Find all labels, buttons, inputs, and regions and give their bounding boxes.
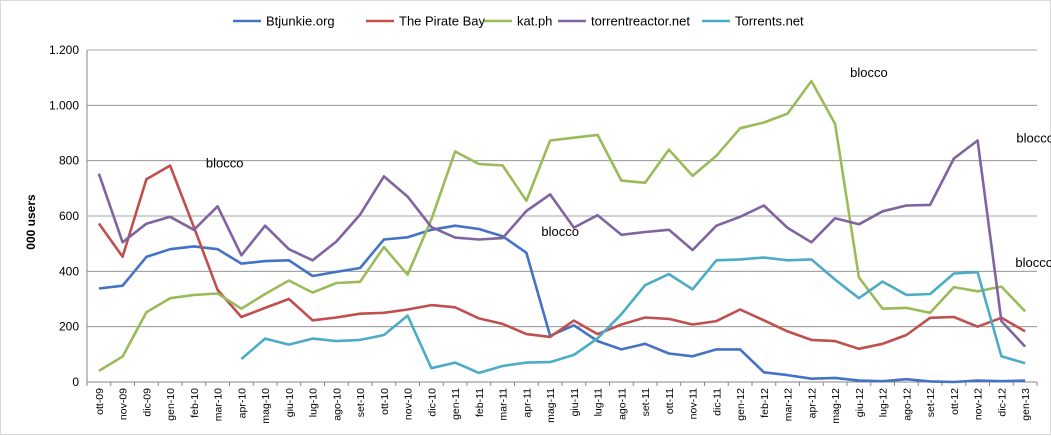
x-tick-label: ago-11 xyxy=(616,388,628,420)
series-line xyxy=(98,79,1027,373)
y-tick-label: 400 xyxy=(59,264,79,278)
series-the-pirate-bay xyxy=(97,164,1026,351)
series-lines xyxy=(97,79,1027,384)
x-tick-label: mag-12 xyxy=(830,388,842,424)
legend-label: The Pirate Bay xyxy=(399,14,485,29)
series-line xyxy=(97,164,1026,351)
x-tick-label: ago-10 xyxy=(331,388,343,421)
legend: Btjunkie.org The Pirate Bay kat.ph torrentr… xyxy=(233,14,804,29)
series-torrentreactor-net xyxy=(97,139,1027,348)
x-tick-label: dic-09 xyxy=(141,388,153,417)
axes xyxy=(86,50,1038,386)
y-tick-label: 1.200 xyxy=(49,43,79,57)
annotation-label: blocco xyxy=(541,224,579,239)
x-tick-label: lug-10 xyxy=(308,388,320,417)
x-tick-label: apr-10 xyxy=(236,388,248,419)
x-tick-label: dic-10 xyxy=(426,388,438,417)
x-tick-label: feb-12 xyxy=(759,388,771,418)
legend-item: torrentreactor.net xyxy=(558,14,690,29)
x-tick-label: lug-11 xyxy=(593,388,605,417)
y-tick-label: 800 xyxy=(59,154,79,168)
x-tick-label: set-11 xyxy=(640,388,652,417)
x-tick-label: ago-12 xyxy=(901,388,913,421)
x-tick-label: gen-11 xyxy=(450,388,462,420)
x-tick-label: apr-11 xyxy=(521,388,533,418)
x-tick-label: mar-11 xyxy=(498,388,510,421)
annotation-label: blocco xyxy=(850,65,888,80)
x-tick-label: mag-11 xyxy=(545,388,557,423)
annotation-label: blocco xyxy=(1016,130,1051,145)
x-tick-label: nov-12 xyxy=(973,388,985,420)
legend-item: The Pirate Bay xyxy=(366,14,485,29)
x-tick-label: dic-11 xyxy=(711,388,723,416)
x-tick-label: ott-12 xyxy=(949,388,961,415)
x-tick-label: gen-12 xyxy=(735,388,747,421)
y-tick-label: 1.000 xyxy=(49,98,79,112)
y-axis-label: 000 users xyxy=(24,194,38,250)
legend-item: kat.ph xyxy=(484,14,552,29)
series-line xyxy=(240,256,1026,375)
x-tick-label: nov-10 xyxy=(403,388,415,420)
x-tick-label: mar-12 xyxy=(783,388,795,421)
x-tick-label: giu-11 xyxy=(569,388,581,417)
legend-label: Torrents.net xyxy=(735,14,804,29)
x-tick-label: gen-13 xyxy=(1020,388,1032,421)
y-tick-labels: 0 200 400 600 800 1.000 1.200 xyxy=(49,43,79,389)
series-kat-ph xyxy=(98,79,1027,373)
series-btjunkie-org xyxy=(98,224,1026,384)
x-tick-label: feb-10 xyxy=(189,388,201,418)
gridlines xyxy=(87,49,1037,328)
legend-label: kat.ph xyxy=(517,14,552,29)
annotation-label: blocco xyxy=(1015,255,1051,270)
series-torrents-net xyxy=(240,256,1026,375)
x-tick-label: giu-12 xyxy=(854,388,866,417)
x-tick-label: set-12 xyxy=(925,388,937,417)
y-tick-label: 200 xyxy=(59,320,79,334)
series-line xyxy=(98,224,1026,384)
x-tick-label: mar-10 xyxy=(213,388,225,421)
legend-item: Btjunkie.org xyxy=(233,14,335,29)
x-tick-label: feb-11 xyxy=(474,388,486,417)
y-tick-label: 0 xyxy=(72,375,79,389)
y-tick-label: 600 xyxy=(59,209,79,223)
x-tick-label: apr-12 xyxy=(806,388,818,419)
x-tick-label: ott-09 xyxy=(94,388,106,415)
series-line xyxy=(97,139,1027,348)
annotation-label: blocco xyxy=(206,156,244,171)
x-tick-label: ott-11 xyxy=(664,388,676,414)
x-tick-label: mag-10 xyxy=(260,388,272,424)
annotations: blocco blocco blocco blocco blocco xyxy=(206,65,1051,270)
legend-item: Torrents.net xyxy=(702,14,804,29)
x-tick-label: lug-12 xyxy=(878,388,890,417)
x-tick-label: gen-10 xyxy=(165,388,177,421)
legend-label: Btjunkie.org xyxy=(266,14,335,29)
x-tick-label: set-10 xyxy=(355,388,367,417)
x-tick-label: giu-10 xyxy=(284,388,296,417)
legend-label: torrentreactor.net xyxy=(591,14,690,29)
x-tick-label: dic-12 xyxy=(996,388,1008,417)
x-tick-label: ott-10 xyxy=(379,388,391,415)
x-tick-labels: ott-09 nov-09 dic-09 gen-10 feb-10 mar-10 apr-… xyxy=(94,388,1032,424)
x-tick-label: nov-11 xyxy=(688,388,700,419)
x-tick-label: nov-09 xyxy=(118,388,130,420)
